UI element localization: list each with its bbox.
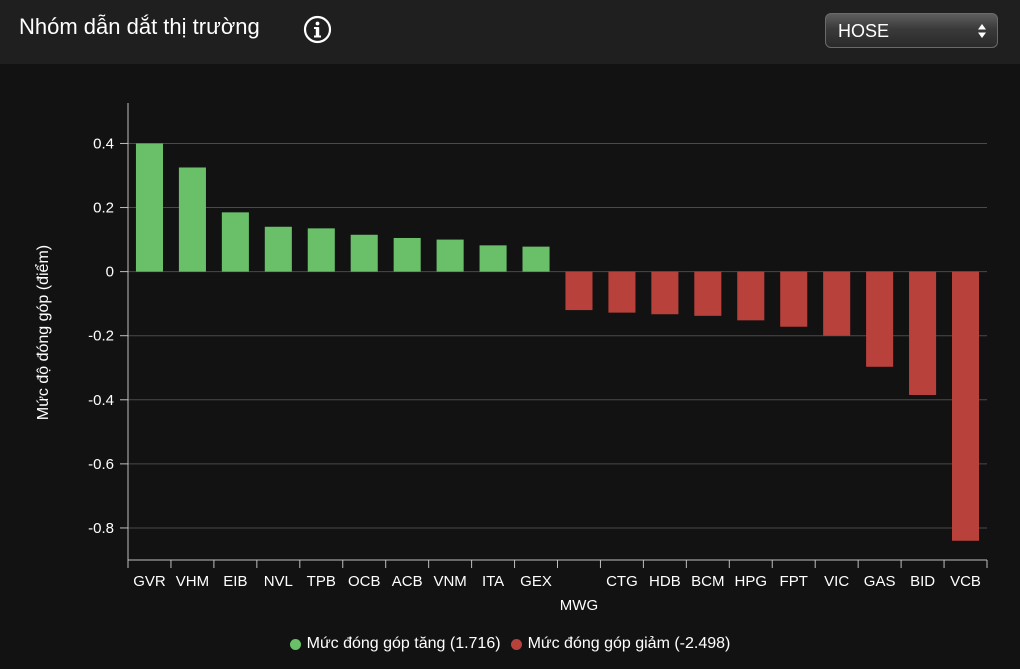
legend-item-positive[interactable]: Mức đóng góp tăng (1.716)	[289, 635, 501, 653]
bar-acb	[393, 237, 421, 272]
bar-vhm	[178, 167, 206, 272]
x-tick-label: BID	[910, 573, 935, 590]
bar-ocb	[350, 234, 378, 272]
x-tick-label: GEX	[520, 573, 552, 590]
bar-ita	[479, 245, 507, 272]
legend-label-negative: Mức đóng góp giảm (-2.498)	[527, 635, 731, 652]
bar-vcb	[951, 271, 980, 541]
bar-bcm	[694, 271, 722, 316]
y-tick-label: 0.2	[93, 200, 114, 217]
page-title: Nhóm dẫn dắt thị trường	[19, 14, 260, 39]
bar-fpt	[780, 271, 808, 327]
y-tick-label: -0.8	[88, 520, 114, 537]
x-tick-label: ACB	[392, 573, 423, 590]
bar-chart: 0.4 0.2 0 -0.2 -0.4 -0.6 -0.8 Mức độ đóng góp (…	[34, 103, 988, 614]
bar-gvr	[135, 143, 164, 272]
exchange-select[interactable]: HOSE	[825, 13, 998, 48]
x-tick-label: BCM	[691, 573, 724, 590]
x-tick-label: GAS	[864, 573, 896, 590]
x-tick-label: ITA	[482, 573, 504, 590]
x-tick-label: NVL	[264, 573, 293, 590]
bar-nvl	[264, 226, 292, 272]
bar-mwg	[565, 271, 593, 311]
x-tick-label: TPB	[307, 573, 336, 590]
bar-vic	[823, 271, 851, 336]
x-tick-label: HPG	[735, 573, 768, 590]
x-tick-label: VIC	[824, 573, 849, 590]
x-tick-label: GVR	[133, 573, 166, 590]
y-tick-label: -0.6	[88, 456, 114, 473]
x-tick-label: VHM	[176, 573, 209, 590]
x-tick-label: CTG	[606, 573, 638, 590]
y-tick-label: 0.4	[93, 135, 114, 152]
info-circle-icon[interactable]	[303, 15, 332, 44]
bar-tpb	[307, 228, 335, 272]
chart-legend: Mức đóng góp tăng (1.716) Mức đóng góp g…	[0, 631, 1020, 657]
legend-marker-negative	[510, 638, 522, 650]
x-tick-label: MWG	[560, 597, 598, 614]
bar-hdb	[651, 271, 679, 315]
header: Nhóm dẫn dắt thị trường HOSE	[0, 0, 1020, 64]
x-tick-label: OCB	[348, 573, 381, 590]
bar-hpg	[737, 271, 765, 321]
x-tick-label: EIB	[223, 573, 247, 590]
bar-gas	[866, 271, 894, 367]
y-tick-label: -0.4	[88, 392, 114, 409]
x-tick-label: VCB	[950, 573, 981, 590]
y-tick-label: 0	[106, 264, 114, 281]
bar-bid	[909, 271, 937, 395]
x-tick-label: FPT	[780, 573, 808, 590]
y-axis-title: Mức độ đóng góp (điểm)	[34, 245, 52, 420]
y-tick-label: -0.2	[88, 328, 114, 345]
x-tick-label: VNM	[433, 573, 466, 590]
exchange-select-value: HOSE	[838, 21, 890, 41]
bar-vnm	[436, 239, 464, 272]
bar-ctg	[608, 271, 636, 313]
bar-eib	[221, 212, 249, 272]
bar-gex	[522, 246, 550, 272]
legend-marker-positive	[289, 638, 301, 650]
sort-arrows-icon	[978, 24, 986, 38]
legend-label-positive: Mức đóng góp tăng (1.716)	[306, 635, 501, 652]
x-tick-label: HDB	[649, 573, 681, 590]
legend-item-negative[interactable]: Mức đóng góp giảm (-2.498)	[510, 635, 731, 653]
